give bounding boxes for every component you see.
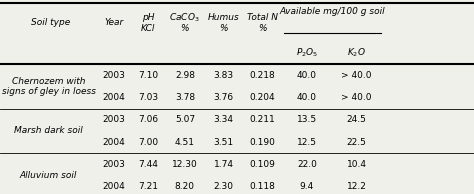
Text: 40.0: 40.0 (297, 93, 317, 102)
Text: 24.5: 24.5 (347, 115, 366, 124)
Text: 2.30: 2.30 (214, 182, 234, 191)
Text: 0.109: 0.109 (250, 160, 275, 169)
Text: 0.218: 0.218 (250, 71, 275, 80)
Text: 2004: 2004 (103, 182, 126, 191)
Text: 22.0: 22.0 (297, 160, 317, 169)
Text: > 40.0: > 40.0 (341, 71, 372, 80)
Text: Total N: Total N (247, 13, 278, 22)
Text: 3.76: 3.76 (214, 93, 234, 102)
Text: 0.204: 0.204 (250, 93, 275, 102)
Text: Alluvium soil: Alluvium soil (20, 171, 77, 180)
Text: %: % (181, 24, 189, 33)
Text: 12.30: 12.30 (172, 160, 198, 169)
Text: 2004: 2004 (103, 138, 126, 147)
Text: 12.2: 12.2 (347, 182, 366, 191)
Text: 7.03: 7.03 (138, 93, 158, 102)
Text: 2003: 2003 (103, 160, 126, 169)
Text: 0.190: 0.190 (250, 138, 275, 147)
Text: 22.5: 22.5 (347, 138, 366, 147)
Text: pH: pH (142, 13, 155, 22)
Text: %: % (219, 24, 228, 33)
Text: KCl: KCl (141, 24, 155, 33)
Text: 7.21: 7.21 (138, 182, 158, 191)
Text: Humus: Humus (208, 13, 239, 22)
Text: 12.5: 12.5 (297, 138, 317, 147)
Text: %: % (258, 24, 267, 33)
Text: 2.98: 2.98 (175, 71, 195, 80)
Text: K$_2$O: K$_2$O (347, 47, 366, 59)
Text: CaCO$_3$: CaCO$_3$ (170, 11, 200, 24)
Text: 7.00: 7.00 (138, 138, 158, 147)
Text: Year: Year (105, 18, 124, 27)
Text: 8.20: 8.20 (175, 182, 195, 191)
Text: 5.07: 5.07 (175, 115, 195, 124)
Text: Marsh dark soil: Marsh dark soil (14, 126, 83, 135)
Text: 3.34: 3.34 (214, 115, 234, 124)
Text: > 40.0: > 40.0 (341, 93, 372, 102)
Text: 13.5: 13.5 (297, 115, 317, 124)
Text: 9.4: 9.4 (300, 182, 314, 191)
Text: 1.74: 1.74 (214, 160, 234, 169)
Text: Soil type: Soil type (31, 18, 71, 27)
Text: 0.211: 0.211 (250, 115, 275, 124)
Text: 3.51: 3.51 (214, 138, 234, 147)
Text: 2003: 2003 (103, 115, 126, 124)
Text: P$_2$O$_5$: P$_2$O$_5$ (296, 47, 318, 59)
Text: 7.44: 7.44 (138, 160, 158, 169)
Text: 2003: 2003 (103, 71, 126, 80)
Text: 7.06: 7.06 (138, 115, 158, 124)
Text: 10.4: 10.4 (346, 160, 367, 169)
Text: 0.118: 0.118 (250, 182, 275, 191)
Text: 7.10: 7.10 (138, 71, 158, 80)
Text: 4.51: 4.51 (175, 138, 195, 147)
Text: Available mg/100 g soil: Available mg/100 g soil (279, 7, 384, 16)
Text: 3.83: 3.83 (214, 71, 234, 80)
Text: 3.78: 3.78 (175, 93, 195, 102)
Text: Chernozem with
signs of gley in loess: Chernozem with signs of gley in loess (1, 77, 96, 96)
Text: 40.0: 40.0 (297, 71, 317, 80)
Text: 2004: 2004 (103, 93, 126, 102)
